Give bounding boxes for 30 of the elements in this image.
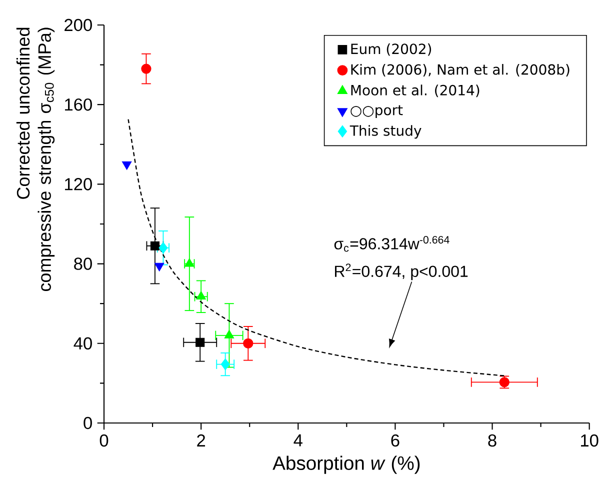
point [196, 338, 205, 347]
y-tick-label: 120 [65, 178, 92, 190]
annotation: R$^{2}$=0.674, p<0.001 [335, 264, 468, 280]
point [243, 338, 254, 348]
legend-label: Kim (2006), Nam et al. (2008b) [351, 64, 570, 76]
x-tick-label: 4 [294, 434, 302, 446]
point [224, 330, 234, 338]
legend-label: Eum (2002) [351, 43, 432, 56]
point [150, 241, 160, 250]
y-tick-label: 0 [84, 416, 92, 430]
x-tick-label: 8 [488, 434, 496, 447]
point [220, 358, 230, 370]
y-tick-label: 160 [65, 98, 92, 111]
y-tick-label: 200 [64, 18, 92, 32]
x-tick-label: 0 [100, 434, 108, 447]
x-tick-label: 6 [391, 434, 400, 447]
point [184, 258, 194, 267]
y-tick-label: 80 [74, 258, 92, 270]
x-tick-label: 10 [581, 434, 598, 447]
legend-label: ○○port [350, 105, 403, 118]
point [122, 161, 132, 170]
point [158, 242, 168, 254]
point [154, 262, 164, 272]
legend-label: This study [350, 125, 422, 139]
annotation: σ$_{c}$=96.314w$^{-0.664}$ [334, 236, 450, 252]
y-tick-label: 40 [74, 337, 92, 350]
legend-label: Moon et al. (2014) [351, 84, 480, 98]
x-axis-title: Absorption w (%) [272, 456, 420, 474]
point [141, 64, 152, 74]
x-tick-label: 2 [197, 434, 206, 446]
